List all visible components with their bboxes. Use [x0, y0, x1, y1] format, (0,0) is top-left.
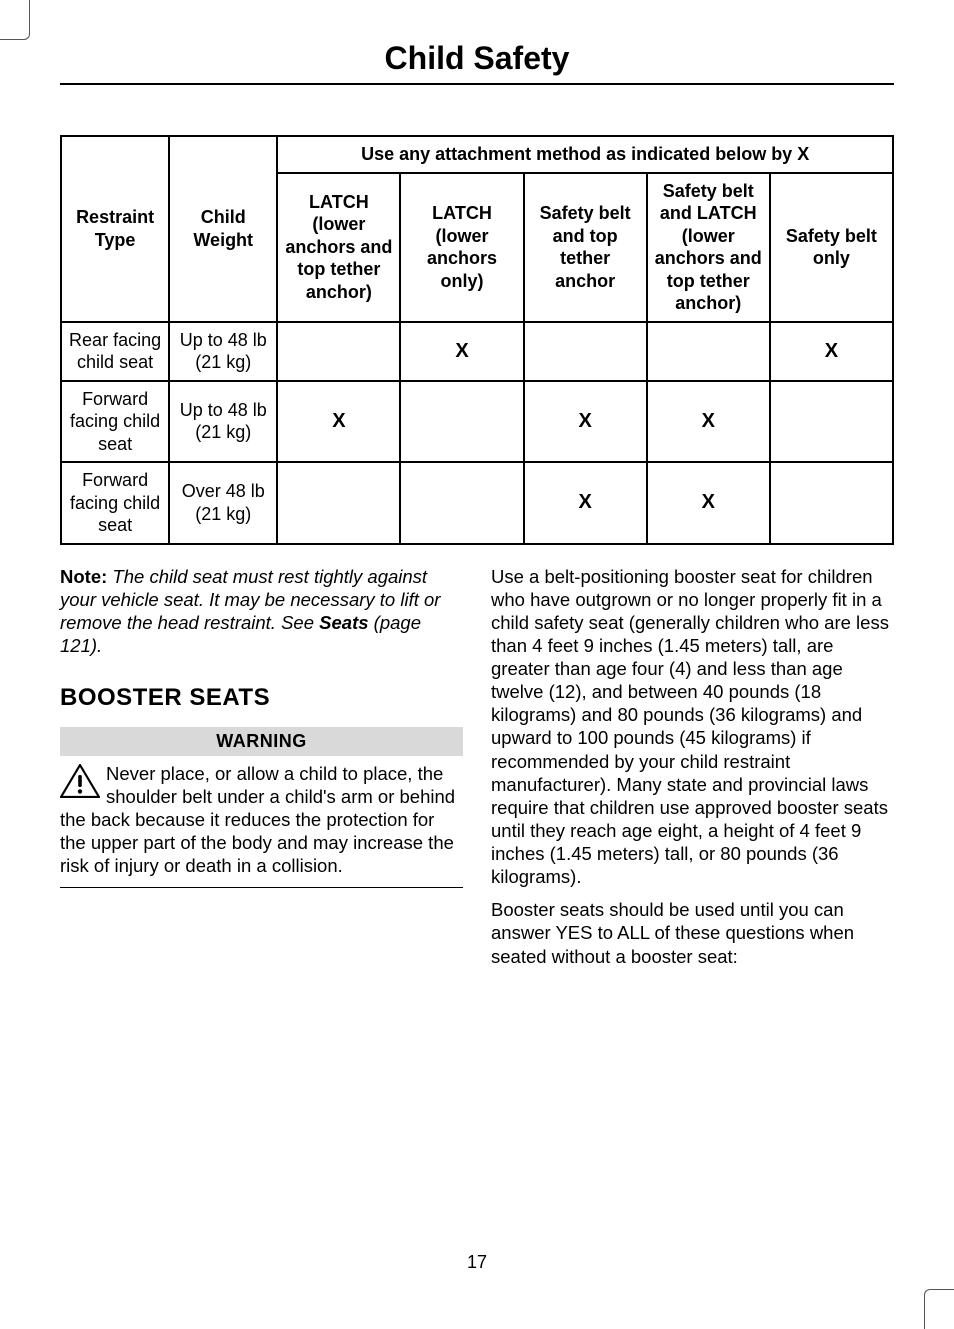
- booster-paragraph-2: Booster seats should be used until you c…: [491, 898, 894, 967]
- note-paragraph: Note: The child seat must rest tightly a…: [60, 565, 463, 658]
- page-title: Child Safety: [60, 40, 894, 77]
- th-method-1: LATCH (lower anchors and top tether anch…: [277, 173, 400, 322]
- title-rule: [60, 83, 894, 85]
- cell-m2: X: [400, 322, 523, 381]
- cell-weight: Up to 48 lb (21 kg): [169, 381, 277, 463]
- cell-m3: [524, 322, 647, 381]
- cell-m3: X: [524, 381, 647, 463]
- table-row: Forward facing child seat Over 48 lb (21…: [61, 462, 893, 544]
- two-column-body: Note: The child seat must rest tightly a…: [60, 565, 894, 968]
- cell-weight: Over 48 lb (21 kg): [169, 462, 277, 544]
- th-method-3: Safety belt and top tether anchor: [524, 173, 647, 322]
- th-spanner: Use any attachment method as indicated b…: [277, 136, 893, 173]
- th-method-2: LATCH (lower anchors only): [400, 173, 523, 322]
- crop-mark-tl: [0, 0, 30, 40]
- warning-text: Never place, or allow a child to place, …: [60, 763, 455, 877]
- th-method-5: Safety belt only: [770, 173, 893, 322]
- booster-paragraph-1: Use a belt-positioning booster seat for …: [491, 565, 894, 889]
- cell-m2: [400, 381, 523, 463]
- cell-m5: [770, 462, 893, 544]
- note-label: Note:: [60, 566, 107, 587]
- crop-mark-br: [924, 1289, 954, 1329]
- cell-m4: [647, 322, 770, 381]
- page-number: 17: [0, 1252, 954, 1273]
- cell-m5: X: [770, 322, 893, 381]
- booster-seats-heading: BOOSTER SEATS: [60, 683, 463, 713]
- table-row: Rear facing child seat Up to 48 lb (21 k…: [61, 322, 893, 381]
- warning-body: Never place, or allow a child to place, …: [60, 762, 463, 889]
- seats-reference: Seats: [319, 612, 368, 633]
- cell-type: Forward facing child seat: [61, 462, 169, 544]
- cell-m5: [770, 381, 893, 463]
- left-column: Note: The child seat must rest tightly a…: [60, 565, 463, 968]
- cell-m1: [277, 462, 400, 544]
- cell-type: Forward facing child seat: [61, 381, 169, 463]
- cell-m1: [277, 322, 400, 381]
- warning-triangle-icon: [60, 764, 100, 803]
- cell-m2: [400, 462, 523, 544]
- cell-type: Rear facing child seat: [61, 322, 169, 381]
- table-row: Forward facing child seat Up to 48 lb (2…: [61, 381, 893, 463]
- right-column: Use a belt-positioning booster seat for …: [491, 565, 894, 968]
- page-content: Child Safety Restraint Type Child Weight…: [0, 0, 954, 1008]
- th-child-weight: Child Weight: [169, 136, 277, 322]
- th-method-4: Safety belt and LATCH (lower anchors and…: [647, 173, 770, 322]
- cell-m3: X: [524, 462, 647, 544]
- attachment-method-table: Restraint Type Child Weight Use any atta…: [60, 135, 894, 545]
- cell-m4: X: [647, 462, 770, 544]
- cell-weight: Up to 48 lb (21 kg): [169, 322, 277, 381]
- cell-m4: X: [647, 381, 770, 463]
- th-restraint-type: Restraint Type: [61, 136, 169, 322]
- cell-m1: X: [277, 381, 400, 463]
- warning-heading: WARNING: [60, 727, 463, 756]
